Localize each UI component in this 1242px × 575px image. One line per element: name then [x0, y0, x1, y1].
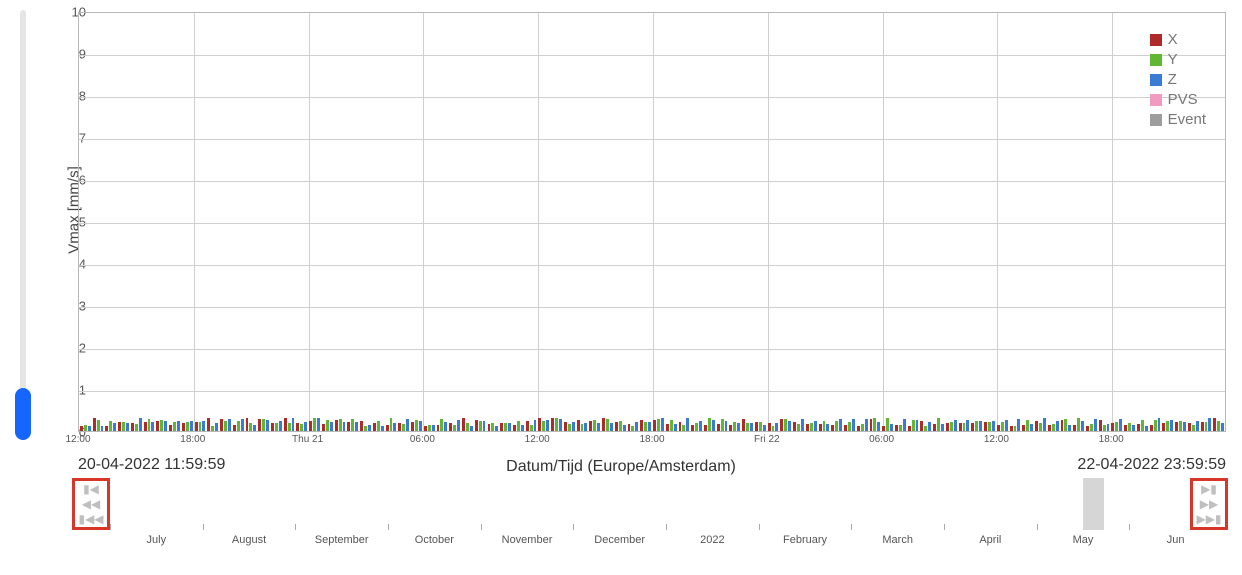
legend-label: Z [1168, 70, 1177, 90]
timeline-month-label: 2022 [700, 534, 724, 546]
chart-area[interactable]: 12:0018:00Thu 2106:0012:0018:00Fri 2206:… [78, 12, 1226, 432]
timeline-month-label: March [882, 534, 913, 546]
x-tick-label: 06:00 [869, 434, 894, 445]
legend-swatch [1150, 94, 1162, 106]
timeline-month-label: February [783, 534, 827, 546]
x-tick-label: 12:00 [525, 434, 550, 445]
skip-back-icon: ▮◀ [83, 483, 99, 495]
timeline-scrubber[interactable]: July August September October November Decemb… [110, 478, 1222, 548]
range-start-label: 20-04-2022 11:59:59 [78, 456, 225, 474]
x-tick-label: 18:00 [1099, 434, 1124, 445]
x-tick-label: 18:00 [639, 434, 664, 445]
x-tick-label: 12:00 [984, 434, 1009, 445]
x-tick-label: 06:00 [410, 434, 435, 445]
timeline-month-label: May [1073, 534, 1094, 546]
timeline-track[interactable] [110, 478, 1222, 530]
x-axis-title: Datum/Tijd (Europe/Amsterdam) [506, 458, 736, 476]
legend-label: X [1168, 30, 1178, 50]
range-end-label: 22-04-2022 23:59:59 [1077, 456, 1226, 474]
legend-item[interactable]: Y [1150, 50, 1206, 70]
timeline-window[interactable] [1083, 478, 1104, 530]
legend-item[interactable]: PVS [1150, 90, 1206, 110]
timeline-month-label: October [415, 534, 454, 546]
legend-swatch [1150, 74, 1162, 86]
timeline-month-label: August [232, 534, 266, 546]
timeline-month-label: Jun [1167, 534, 1185, 546]
timeline-month-label: July [147, 534, 167, 546]
legend-item[interactable]: Event [1150, 110, 1206, 130]
legend-swatch [1150, 54, 1162, 66]
timeline-month-label: November [502, 534, 553, 546]
plot-area [78, 12, 1226, 432]
step-back-icon: ▮◀◀ [78, 513, 103, 525]
x-tick-label: Fri 22 [754, 434, 780, 445]
legend-item[interactable]: Z [1150, 70, 1206, 90]
legend-label: PVS [1168, 90, 1198, 110]
x-tick-label: 18:00 [180, 434, 205, 445]
legend-swatch [1150, 114, 1162, 126]
rewind-icon: ◀◀ [82, 498, 100, 510]
legend-label: Event [1168, 110, 1206, 130]
timeline-month-label: September [315, 534, 369, 546]
legend-label: Y [1168, 50, 1178, 70]
nav-back-buttons[interactable]: ▮◀ ◀◀ ▮◀◀ [72, 478, 110, 530]
zoom-slider-thumb[interactable] [15, 388, 31, 440]
x-tick-label: Thu 21 [292, 434, 323, 445]
legend-item[interactable]: X [1150, 30, 1206, 50]
zoom-slider-track[interactable] [20, 10, 26, 440]
legend-swatch [1150, 34, 1162, 46]
timeline-month-label: December [594, 534, 645, 546]
root: Vmax [mm/s] 012345678910 12:0018:00Thu 2… [0, 0, 1242, 575]
bar-series [79, 407, 1225, 431]
x-tick-label: 12:00 [65, 434, 90, 445]
timeline-month-label: April [979, 534, 1001, 546]
legend: XYZPVSEvent [1150, 30, 1206, 130]
